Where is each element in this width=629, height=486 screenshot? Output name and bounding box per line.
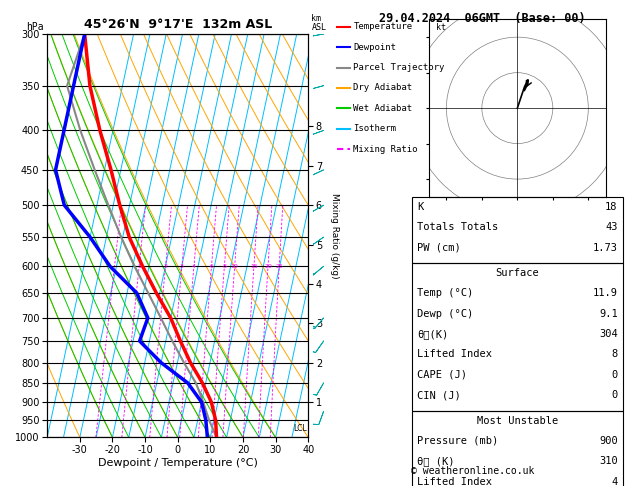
Text: 3: 3 bbox=[180, 264, 184, 269]
Text: Lifted Index: Lifted Index bbox=[417, 349, 492, 360]
Text: 6: 6 bbox=[209, 264, 213, 269]
Title: 45°26'N  9°17'E  132m ASL: 45°26'N 9°17'E 132m ASL bbox=[84, 18, 272, 32]
Text: LCL: LCL bbox=[294, 424, 307, 434]
Text: Pressure (mb): Pressure (mb) bbox=[417, 436, 498, 446]
Text: 9.1: 9.1 bbox=[599, 309, 618, 319]
Text: K: K bbox=[417, 202, 423, 212]
Text: Dewp (°C): Dewp (°C) bbox=[417, 309, 473, 319]
Text: Mixing Ratio: Mixing Ratio bbox=[353, 145, 418, 154]
Text: 0: 0 bbox=[611, 390, 618, 400]
Text: CAPE (J): CAPE (J) bbox=[417, 370, 467, 380]
Text: 18: 18 bbox=[605, 202, 618, 212]
Text: Most Unstable: Most Unstable bbox=[477, 416, 558, 426]
Text: θᴇ (K): θᴇ (K) bbox=[417, 456, 455, 467]
Text: θᴇ(K): θᴇ(K) bbox=[417, 329, 448, 339]
Text: 10: 10 bbox=[231, 264, 238, 269]
Text: 20: 20 bbox=[264, 264, 272, 269]
Text: 0: 0 bbox=[611, 370, 618, 380]
Text: hPa: hPa bbox=[26, 21, 44, 32]
Text: 4: 4 bbox=[192, 264, 196, 269]
Text: Dry Adiabat: Dry Adiabat bbox=[353, 84, 413, 92]
Text: Parcel Trajectory: Parcel Trajectory bbox=[353, 63, 445, 72]
Text: CIN (J): CIN (J) bbox=[417, 390, 461, 400]
X-axis label: Dewpoint / Temperature (°C): Dewpoint / Temperature (°C) bbox=[97, 458, 258, 468]
Text: 1: 1 bbox=[137, 264, 141, 269]
Text: kt: kt bbox=[436, 23, 446, 32]
Text: 43: 43 bbox=[605, 222, 618, 232]
Text: 1.73: 1.73 bbox=[593, 243, 618, 253]
Text: Isotherm: Isotherm bbox=[353, 124, 396, 133]
Text: 15: 15 bbox=[250, 264, 258, 269]
Text: 29.04.2024  06GMT  (Base: 00): 29.04.2024 06GMT (Base: 00) bbox=[379, 12, 586, 25]
Text: km
ASL: km ASL bbox=[311, 14, 326, 32]
Text: Totals Totals: Totals Totals bbox=[417, 222, 498, 232]
Y-axis label: Mixing Ratio (g/kg): Mixing Ratio (g/kg) bbox=[330, 193, 339, 278]
Text: Surface: Surface bbox=[496, 268, 539, 278]
Text: Temp (°C): Temp (°C) bbox=[417, 288, 473, 298]
Text: © weatheronline.co.uk: © weatheronline.co.uk bbox=[411, 466, 534, 476]
Text: 900: 900 bbox=[599, 436, 618, 446]
Text: 2: 2 bbox=[164, 264, 167, 269]
Text: Dewpoint: Dewpoint bbox=[353, 43, 396, 52]
Text: 25: 25 bbox=[276, 264, 283, 269]
Text: 8: 8 bbox=[223, 264, 226, 269]
Text: 8: 8 bbox=[611, 349, 618, 360]
Text: 4: 4 bbox=[611, 477, 618, 486]
Text: PW (cm): PW (cm) bbox=[417, 243, 461, 253]
Text: 304: 304 bbox=[599, 329, 618, 339]
Text: Lifted Index: Lifted Index bbox=[417, 477, 492, 486]
Text: 310: 310 bbox=[599, 456, 618, 467]
Text: Wet Adiabat: Wet Adiabat bbox=[353, 104, 413, 113]
Text: 11.9: 11.9 bbox=[593, 288, 618, 298]
Text: Temperature: Temperature bbox=[353, 22, 413, 31]
